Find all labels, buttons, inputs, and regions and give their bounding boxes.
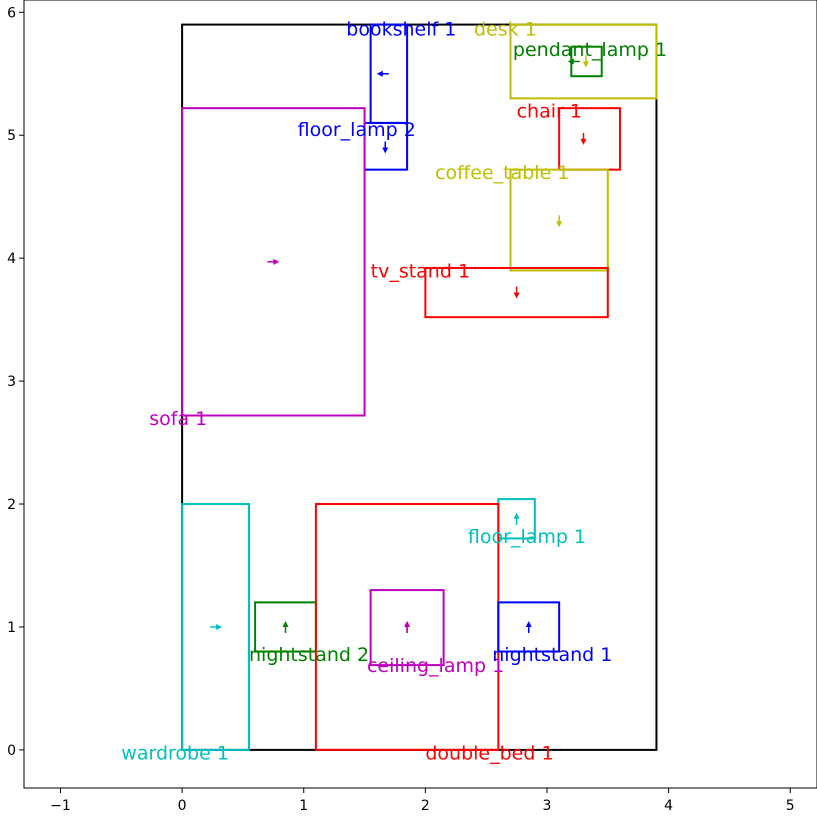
wardrobe-1-label: wardrobe 1: [121, 742, 229, 764]
nightstand-2-label: nightstand 2: [249, 644, 369, 666]
pendant-lamp-1-label: pendant_lamp 1: [513, 39, 667, 61]
y-tick-label: 0: [7, 743, 16, 759]
floor-lamp-2-label: floor_lamp 2: [298, 119, 416, 141]
floor-lamp-2-orientation-arrow: [382, 141, 389, 154]
y-tick-label: 6: [7, 5, 16, 21]
x-tick-label: 2: [421, 798, 430, 814]
nightstand-1-label: nightstand 1: [492, 644, 612, 666]
coffee-table-1-box: [509, 168, 609, 272]
bookshelf-1-label: bookshelf 1: [346, 18, 456, 40]
y-tick-label: 3: [7, 374, 16, 390]
nightstand-2-orientation-arrow: [282, 620, 289, 633]
x-tick-label: 5: [786, 798, 795, 814]
x-tick-label: 0: [178, 798, 187, 814]
sofa-1-orientation-arrow: [267, 258, 280, 265]
ceiling-lamp-1-label: ceiling_lamp 1: [367, 655, 504, 677]
room-boundary: [181, 23, 658, 751]
y-tick-label: 2: [7, 497, 16, 513]
desk-1-orientation-arrow: [582, 55, 589, 68]
y-tick-label: 1: [7, 620, 16, 636]
sofa-1-box: [181, 107, 366, 417]
tv-stand-1-label: tv_stand 1: [371, 260, 470, 282]
desk-1-box: [509, 23, 658, 100]
x-tick-label: 1: [299, 798, 308, 814]
double-bed-1-label: double_bed 1: [425, 742, 553, 764]
objects-layer: [181, 23, 658, 751]
x-tick-label: 4: [664, 798, 673, 814]
floor-lamp-1-label: floor_lamp 1: [468, 526, 586, 548]
sofa-1-label: sofa 1: [149, 408, 207, 430]
pendant-lamp-1-orientation-arrow: [567, 58, 580, 65]
wardrobe-1-box: [181, 503, 251, 751]
tv-stand-1-orientation-arrow: [513, 286, 520, 299]
tv-stand-1-box: [424, 266, 609, 319]
chair-1-label: chair 1: [517, 101, 582, 123]
ceiling-lamp-1-orientation-arrow: [404, 620, 411, 633]
axes-layer: −1 0 1 2 3 4 5 0 1 2 3 4 5 6: [7, 5, 795, 814]
bookshelf-1-orientation-arrow: [376, 70, 389, 77]
ceiling-lamp-1-box: [369, 589, 445, 667]
coffee-table-1-orientation-arrow: [556, 215, 563, 228]
desk-1-label: desk 1: [474, 18, 537, 40]
nightstand-1-orientation-arrow: [525, 620, 532, 633]
coffee-table-1-label: coffee_table 1: [435, 162, 569, 184]
y-tick-label: 4: [7, 251, 16, 267]
y-tick-label: 5: [7, 128, 16, 144]
x-tick-label: 3: [543, 798, 552, 814]
x-tick-label: −1: [50, 798, 71, 814]
nightstand-1-box: [497, 601, 561, 653]
chair-1-orientation-arrow: [580, 132, 587, 145]
plot-frame: [23, 0, 817, 789]
wardrobe-1-orientation-arrow: [210, 623, 223, 630]
floor-lamp-1-orientation-arrow: [513, 512, 520, 525]
